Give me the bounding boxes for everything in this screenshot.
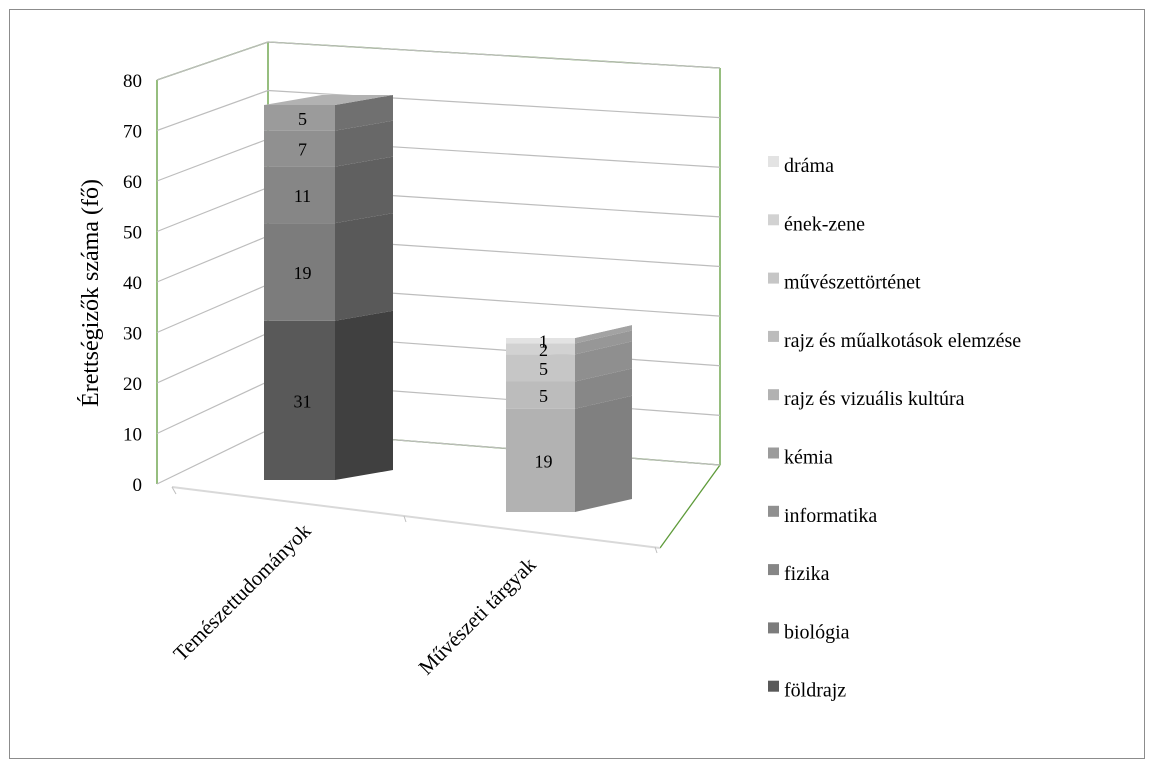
data-label: 7 [298, 140, 307, 160]
gridline-side [156, 138, 269, 182]
bar-top-face [264, 95, 393, 105]
legend-label: fizika [784, 563, 830, 585]
gridline-side [156, 186, 269, 233]
legend-swatch [768, 564, 779, 576]
y-tick-label: 70 [123, 122, 142, 143]
y-tick-label: 50 [123, 223, 142, 244]
bar-segment-front [506, 381, 575, 409]
legend-swatch [768, 330, 779, 342]
legend-label: ének-zene [784, 213, 865, 235]
data-label: 5 [539, 386, 548, 406]
bar-segment-side [335, 310, 393, 480]
bar-segment-front [264, 166, 335, 224]
gridline-side [156, 332, 269, 384]
data-label: 11 [294, 186, 311, 206]
bar-segment-front [506, 354, 575, 382]
bar-segment-side [335, 156, 393, 224]
data-label: 19 [535, 451, 553, 471]
bar-segment-front [264, 223, 335, 321]
legend-swatch [768, 622, 779, 634]
bar-segment-side [575, 341, 632, 382]
legend-label: informatika [784, 505, 877, 527]
x-category-label: Temészettudományok [168, 518, 315, 665]
legend-swatch [768, 389, 779, 401]
y-tick-label: 10 [123, 425, 142, 446]
bar-segment-front [264, 105, 335, 131]
y-tick-label: 60 [123, 172, 142, 193]
legend-swatch [768, 272, 779, 284]
legend-swatch [768, 680, 779, 692]
x-category-label: Művészeti tárgyak [414, 552, 541, 679]
data-label: 5 [539, 359, 548, 379]
bar-segment-front [506, 338, 575, 344]
data-label: 2 [539, 340, 548, 360]
data-label: 31 [294, 391, 312, 411]
legend-swatch [768, 156, 779, 167]
y-tick-label: 0 [133, 475, 143, 496]
gridline-side [156, 380, 269, 435]
y-axis-title: Érettségizők száma (fő) [78, 179, 104, 407]
bar-segment-side [335, 120, 393, 167]
legend-swatch [768, 214, 779, 226]
y-tick-label: 40 [123, 273, 142, 294]
legend-label: rajz és műalkotások elemzése [784, 330, 1021, 352]
data-label: 19 [294, 263, 312, 283]
data-label: 5 [298, 109, 307, 129]
x-tick-mark [171, 486, 177, 495]
legend-label: biológia [784, 621, 850, 643]
y-tick-label: 20 [123, 374, 142, 395]
bar-segment-front [264, 320, 335, 480]
bar-top-face [506, 325, 632, 338]
bar-segment-front [264, 130, 335, 167]
gridline-side [156, 41, 269, 81]
legend-swatch [768, 505, 779, 517]
gridline-side [156, 89, 269, 132]
x-tick-mark [403, 515, 407, 523]
bar-segment-side [575, 395, 632, 512]
y-tick-label: 80 [123, 71, 142, 92]
legend-swatch [768, 447, 779, 459]
legend-label: földrajz [784, 680, 846, 702]
gridline-side [156, 283, 269, 334]
gridline-side [156, 235, 269, 283]
bar-segment-side [335, 95, 393, 131]
x-tick-mark [654, 546, 658, 554]
bar-group [506, 325, 632, 512]
bar-group [264, 95, 393, 480]
bar-segment-side [575, 325, 632, 344]
legend-label: dráma [784, 155, 834, 177]
legend-label: kémia [784, 447, 833, 469]
bar-segment-side [335, 213, 393, 321]
bar-segment-front [506, 343, 575, 355]
legend-label: rajz és vizuális kultúra [784, 388, 965, 410]
y-tick-label: 30 [123, 324, 142, 345]
gridline-side [156, 429, 269, 485]
data-label: 1 [539, 332, 548, 352]
floor-right-edge [659, 464, 721, 549]
bar-segment-side [575, 368, 632, 409]
bar-segment-side [575, 330, 632, 355]
bar-segment-front [506, 408, 575, 512]
legend-label: művészettörténet [784, 272, 921, 294]
gridline-back [267, 41, 721, 69]
floor-front-edge [171, 486, 661, 549]
